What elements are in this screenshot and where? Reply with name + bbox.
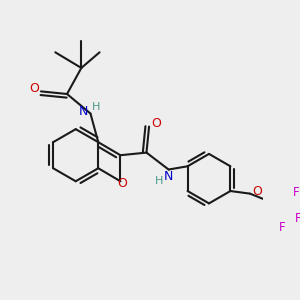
Text: H: H (92, 102, 100, 112)
Text: N: N (79, 105, 88, 118)
Text: F: F (293, 186, 300, 199)
Text: O: O (118, 177, 128, 190)
Text: O: O (252, 185, 262, 198)
Text: F: F (296, 212, 300, 225)
Text: F: F (279, 221, 286, 234)
Text: N: N (164, 170, 173, 183)
Text: O: O (29, 82, 39, 95)
Text: O: O (152, 118, 161, 130)
Text: H: H (155, 176, 164, 186)
